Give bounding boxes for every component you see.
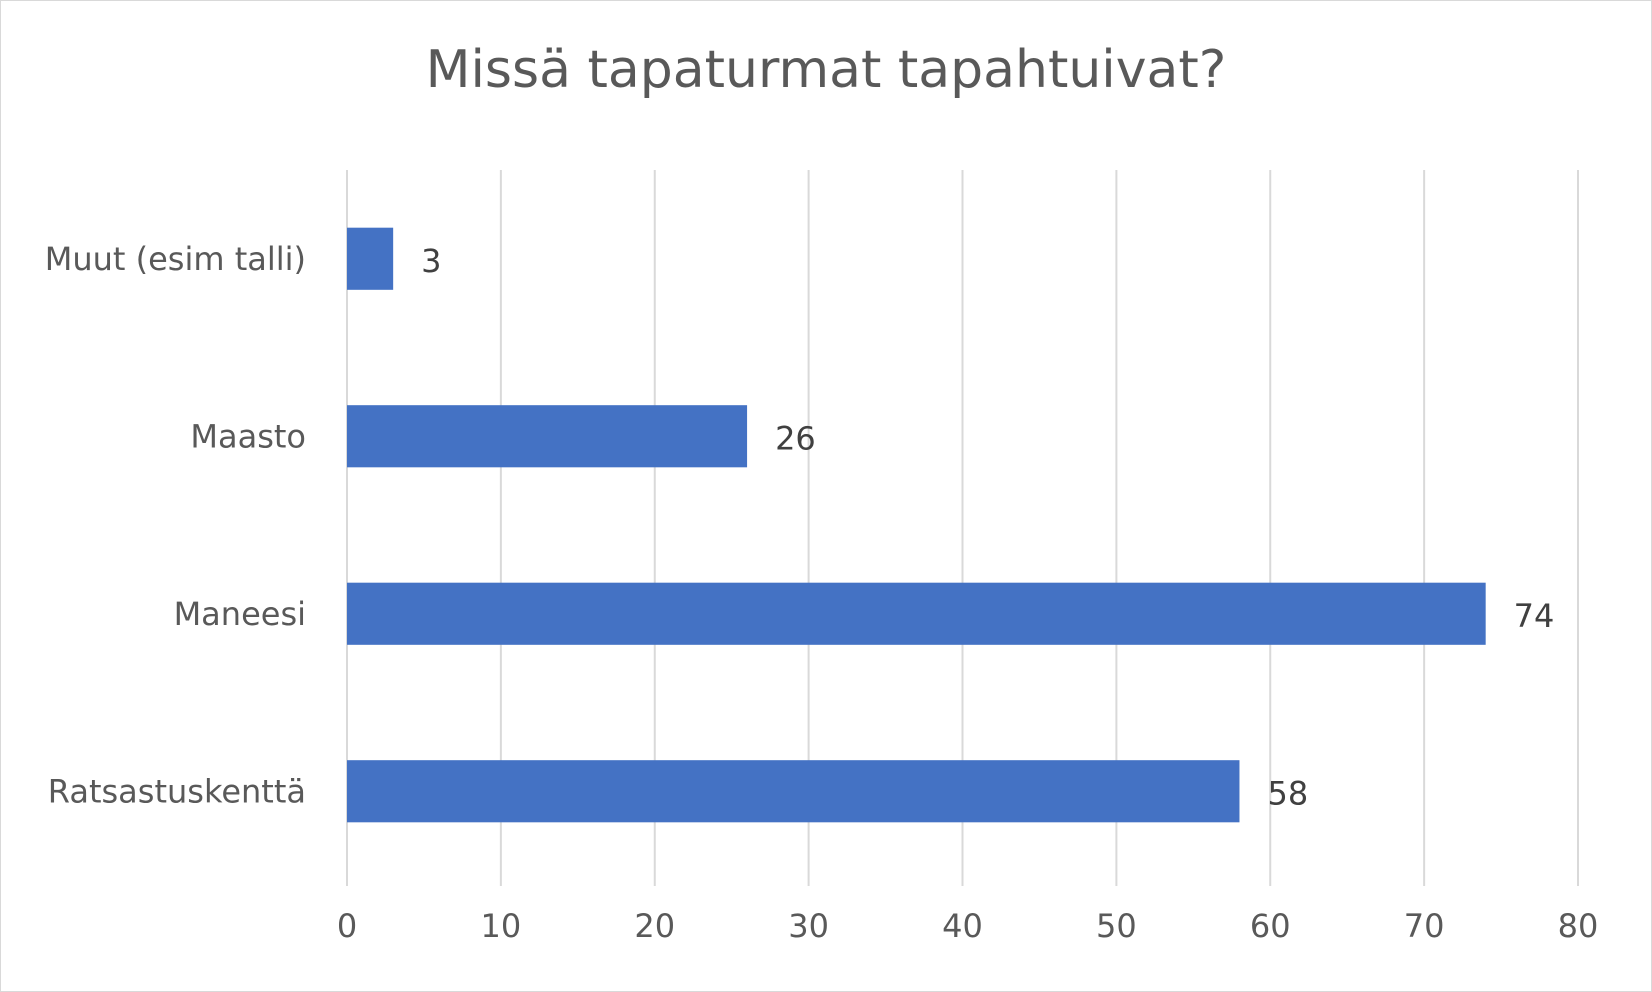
x-tick-label-60: 60 (1250, 907, 1291, 945)
x-tick-label-10: 10 (481, 907, 522, 945)
category-labels: Muut (esim talli) Maasto Maneesi Ratsastusk… (45, 240, 306, 811)
x-tick-label-0: 0 (337, 907, 357, 945)
data-label-1: 26 (775, 419, 816, 457)
chart-title: Missä tapaturmat tapahtuivat? (425, 40, 1227, 100)
x-tick-label-40: 40 (942, 907, 983, 945)
bar-1 (347, 405, 748, 468)
x-tick-label-20: 20 (634, 907, 675, 945)
x-tick-label-70: 70 (1404, 907, 1445, 945)
x-tick-label-30: 30 (788, 907, 829, 945)
data-label-0: 3 (421, 242, 441, 280)
tick-labels: 0 10 20 30 40 50 60 70 80 (337, 907, 1599, 945)
bar-3 (347, 760, 1240, 823)
data-label-3: 58 (1267, 774, 1308, 812)
data-labels: 3 26 74 58 (421, 242, 1554, 813)
bar-2 (347, 582, 1486, 645)
x-tick-label-80: 80 (1558, 907, 1599, 945)
x-tick-label-50: 50 (1096, 907, 1137, 945)
data-label-2: 74 (1514, 597, 1555, 635)
category-label-3: Ratsastuskenttä (48, 772, 306, 810)
bars (347, 227, 1486, 823)
category-label-1: Maasto (190, 417, 306, 455)
category-label-0: Muut (esim talli) (45, 240, 306, 278)
category-label-2: Maneesi (174, 595, 306, 633)
bar-0 (347, 227, 394, 290)
